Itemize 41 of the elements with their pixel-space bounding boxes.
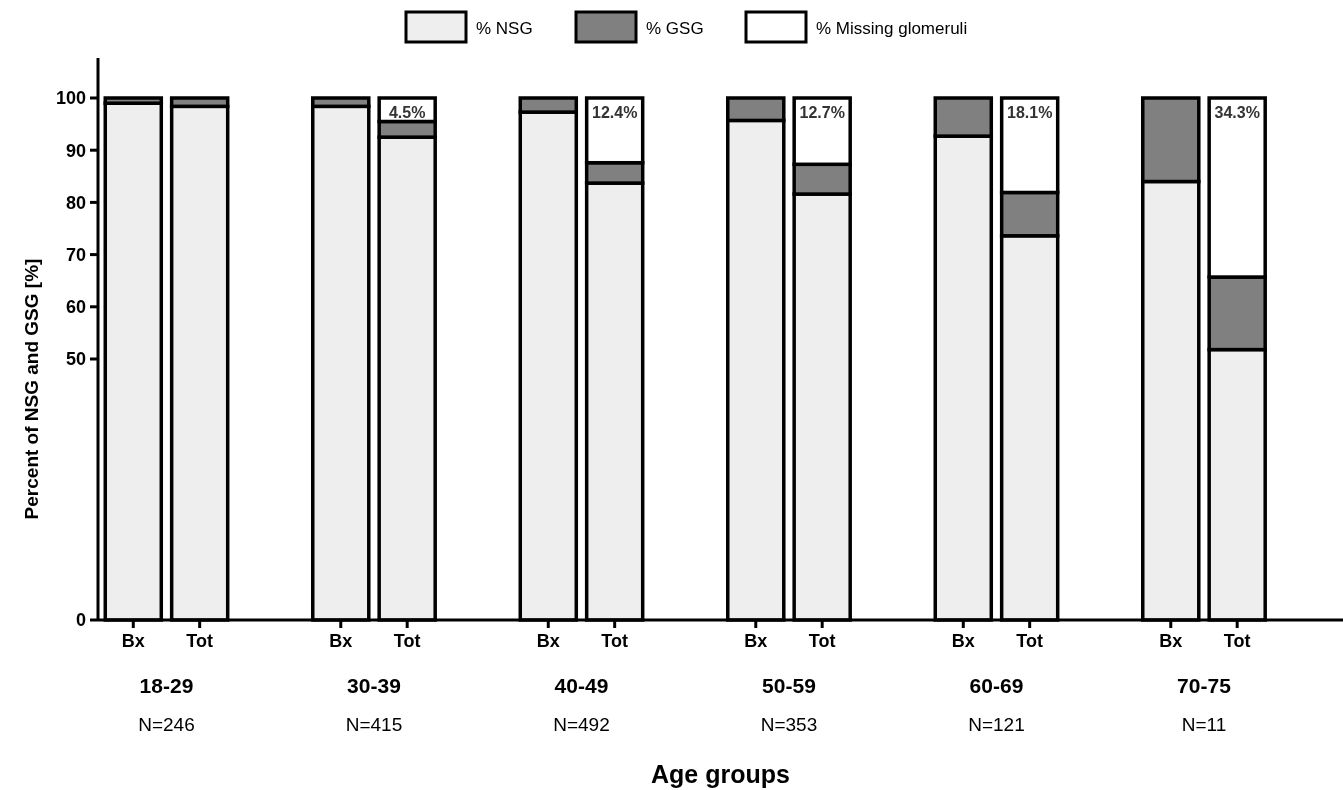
text: 18-29	[139, 674, 194, 697]
legend-label: % Missing glomeruli	[816, 19, 968, 38]
y-tick-label: 100	[55, 88, 86, 109]
legend-label: % NSG	[476, 19, 533, 38]
x-tick-label: Bx	[951, 631, 975, 651]
data-label: 12.4%	[591, 104, 638, 121]
data-label: 12.7%	[799, 104, 845, 121]
x-tick-label: Bx	[121, 631, 145, 651]
x-tick-label: Tot	[601, 631, 628, 651]
x-tick-label: Tot	[808, 631, 836, 651]
x-tick-label: Bx	[329, 631, 353, 651]
text: 70-75	[1177, 674, 1232, 697]
text: 50-59	[762, 674, 816, 697]
text: 40-49	[554, 674, 609, 697]
x-tick-label: Tot	[186, 631, 213, 651]
x-tick-label: Tot	[1016, 631, 1043, 651]
text: N=11	[1181, 714, 1227, 735]
y-tick-label: 60	[65, 297, 86, 318]
data-label: 18.1%	[1006, 104, 1053, 121]
text: N=121	[968, 714, 1025, 735]
text: N=492	[553, 714, 610, 735]
y-tick-label: 90	[65, 140, 86, 161]
x-tick-label: Tot	[1223, 631, 1251, 651]
y-axis-title: Percent of NSG and GSG [%]	[21, 258, 42, 520]
text: N=415	[345, 714, 403, 735]
text: N=353	[760, 714, 818, 735]
data-label: 4.5%	[388, 104, 426, 121]
y-tick-label: 50	[65, 349, 86, 370]
x-tick-label: Bx	[1159, 631, 1183, 651]
text: 30-39	[347, 674, 401, 697]
legend-label: % GSG	[646, 19, 704, 38]
text: N=246	[138, 714, 195, 735]
y-tick-label: 70	[65, 244, 86, 265]
y-tick-label: 80	[65, 192, 86, 213]
y-tick-label: 0	[75, 610, 86, 631]
x-tick-label: Bx	[536, 631, 560, 651]
x-axis-title: Age groups	[651, 760, 790, 788]
text: 60-69	[969, 674, 1024, 697]
x-tick-label: Tot	[393, 631, 421, 651]
data-label: 34.3%	[1214, 104, 1260, 121]
x-tick-label: Bx	[744, 631, 768, 651]
